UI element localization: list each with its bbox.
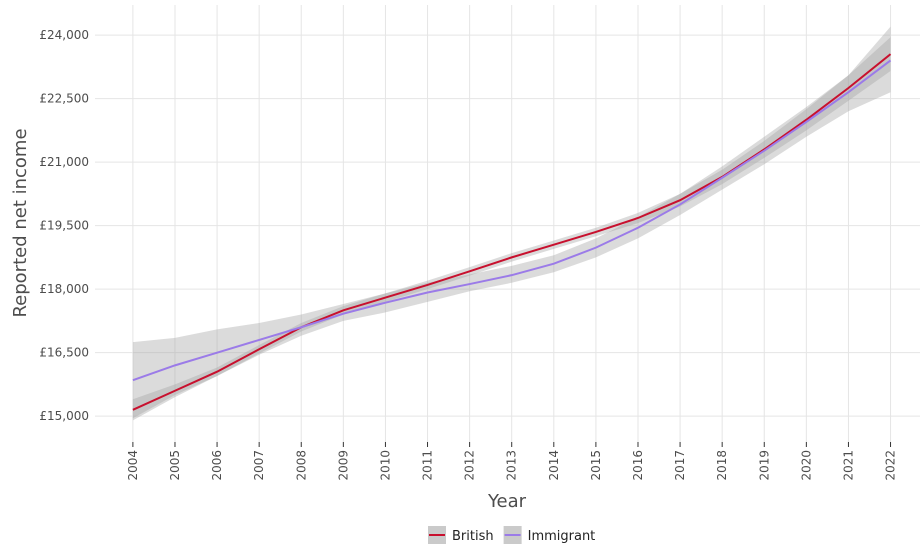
y-tick-label: £18,000	[39, 282, 89, 296]
x-tick-label: 2015	[589, 450, 603, 481]
x-tick-label: 2010	[378, 450, 392, 481]
y-axis-title: Reported net income	[10, 128, 31, 317]
x-tick-label: 2013	[505, 450, 519, 481]
series-line	[132, 53, 892, 411]
x-tick-label: 2005	[168, 450, 182, 481]
x-tick-label: 2021	[841, 450, 855, 481]
y-tick-label: £24,000	[39, 28, 89, 42]
y-tick-label: £19,500	[39, 219, 89, 233]
x-tick-label: 2022	[884, 450, 898, 481]
x-tick-label: 2018	[715, 450, 729, 481]
x-tick-label: 2012	[463, 450, 477, 481]
x-tick-label: 2020	[799, 450, 813, 481]
y-tick-label: £21,000	[39, 155, 89, 169]
x-tick-label: 2019	[757, 450, 771, 481]
series-line	[132, 59, 892, 382]
legend-item: British	[428, 526, 494, 544]
legend-label: Immigrant	[528, 529, 596, 544]
x-tick-label: 2011	[421, 450, 435, 481]
x-axis-title: Year	[487, 491, 527, 512]
x-tick-label: 2014	[547, 450, 561, 481]
legend-label: British	[452, 529, 494, 544]
y-tick-label: £15,000	[39, 409, 89, 423]
legend-item: Immigrant	[503, 526, 596, 544]
x-tick-label: 2006	[210, 450, 224, 481]
x-tick-label: 2004	[126, 450, 140, 481]
x-tick-label: 2007	[252, 450, 266, 481]
x-tick-label: 2016	[631, 450, 645, 481]
y-tick-label: £16,500	[39, 346, 89, 360]
x-tick-label: 2017	[673, 450, 687, 481]
x-tick-label: 2009	[336, 450, 350, 481]
y-tick-label: £22,500	[39, 92, 89, 106]
x-tick-label: 2008	[294, 450, 308, 481]
